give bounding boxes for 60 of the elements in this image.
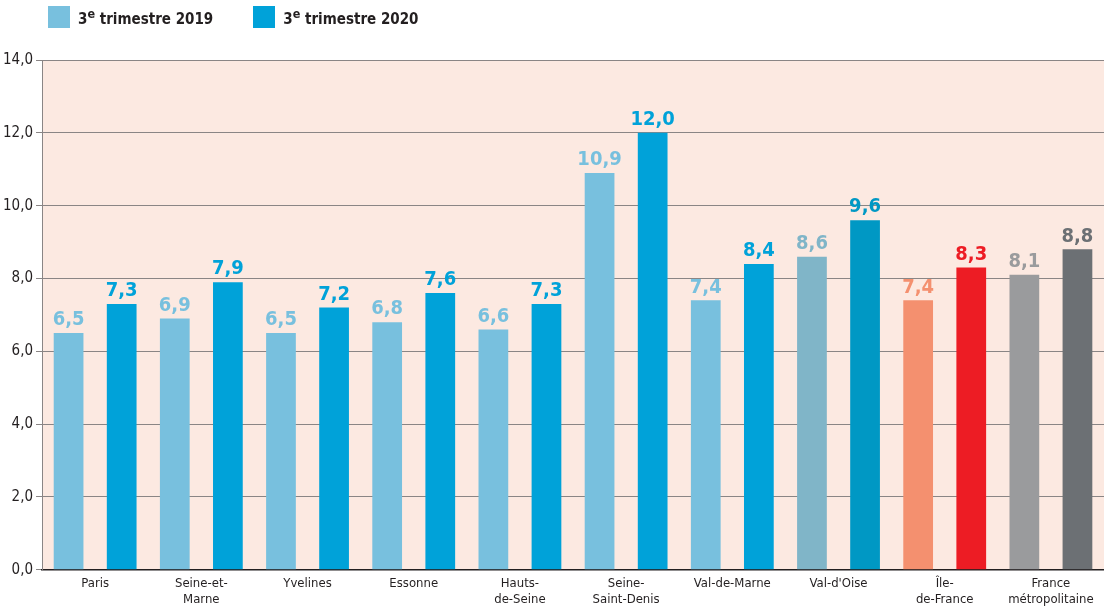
bar [53,333,84,570]
y-tick-label: 12,0 [2,122,34,141]
x-tick-label: Essonne [389,574,439,590]
x-tick-label: Val-d'Oise [809,574,868,590]
legend-label: 3$^{e}$ trimestre 2020 [283,6,419,28]
bar [584,172,615,570]
data-label: 7,3 [105,277,138,302]
y-tick-label: 4,0 [11,414,34,433]
data-label: 8,4 [742,237,775,262]
data-label: 7,4 [689,273,722,298]
bar [478,329,509,570]
bar [797,256,827,570]
bar [531,303,562,570]
legend-label: 3$^{e}$ trimestre 2019 [78,6,214,28]
data-label: 8,3 [955,240,988,265]
x-tick-label: Paris [81,574,110,590]
y-tick-label: 6,0 [11,341,34,360]
data-label: 9,6 [849,193,881,218]
bar [903,300,934,570]
data-label: 6,9 [158,291,191,316]
x-tick-label: Seine- Saint-Denis [592,574,660,606]
data-label: 7,9 [211,255,244,280]
y-tick-label: 14,0 [2,49,34,68]
bar [637,132,668,570]
data-label: 6,8 [371,295,404,320]
bar [372,322,403,570]
data-label: 8,1 [1008,248,1041,273]
x-tick-label: Seine-et- Marne [174,574,228,606]
x-tick-label: Hauts- de-Seine [494,574,546,606]
bar [850,220,880,570]
y-tick-label: 10,0 [2,195,34,214]
data-label: 6,6 [477,302,510,327]
data-label: 7,2 [318,280,351,305]
data-label: 6,5 [52,306,85,331]
y-tick-label: 2,0 [11,486,34,505]
data-label: 8,6 [796,229,828,254]
x-tick-label: Yvelines [282,574,332,590]
data-label: 7,3 [530,277,563,302]
data-label: 8,8 [1061,222,1094,247]
bar [1062,249,1093,570]
y-tick-label: 8,0 [11,268,34,287]
x-tick-label: Val-de-Marne [693,574,771,590]
bar [425,293,456,570]
data-label: 7,6 [424,266,457,291]
x-tick-label: France métropolitaine [1008,574,1094,606]
bar [1009,274,1040,570]
bar [159,318,190,570]
x-tick-label: Île- de-France [915,574,974,606]
bar [319,307,349,570]
bar [213,282,243,570]
data-label: 12,0 [630,106,675,131]
y-tick-label: 0,0 [11,559,34,578]
bar [956,267,987,570]
bar [266,333,296,570]
data-label: 7,4 [902,273,935,298]
bar [106,303,137,570]
data-label: 10,9 [577,146,622,171]
bar [743,263,774,570]
bar [690,300,721,570]
data-label: 6,5 [265,306,297,331]
